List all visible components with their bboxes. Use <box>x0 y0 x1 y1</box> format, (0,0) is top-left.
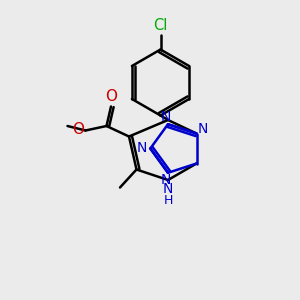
Text: N: N <box>160 110 171 124</box>
Text: H: H <box>163 194 173 206</box>
Text: O: O <box>105 89 117 104</box>
Text: N: N <box>160 173 171 188</box>
Text: N: N <box>163 182 173 197</box>
Text: O: O <box>72 122 84 136</box>
Text: Cl: Cl <box>153 18 168 33</box>
Text: N: N <box>137 142 147 155</box>
Text: N: N <box>198 122 208 136</box>
